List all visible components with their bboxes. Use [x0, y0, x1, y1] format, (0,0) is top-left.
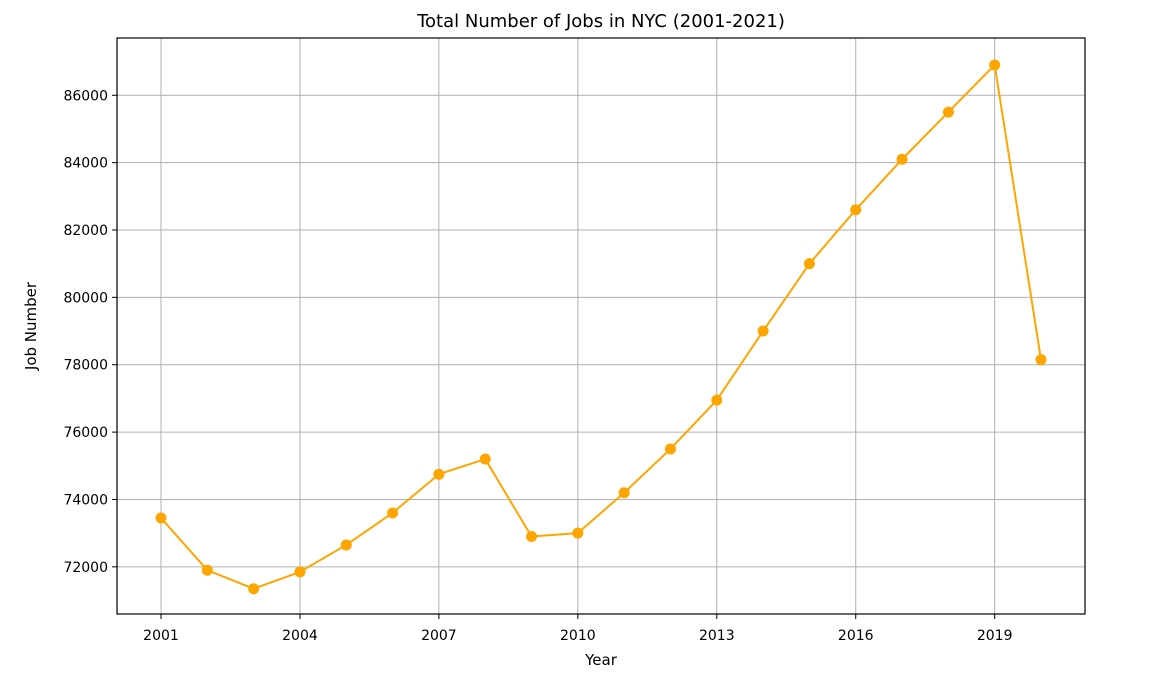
- data-point: [248, 583, 260, 595]
- data-point: [572, 527, 584, 539]
- y-axis-label: Job Number: [22, 281, 40, 371]
- x-tick-label: 2001: [143, 628, 179, 644]
- data-point: [711, 394, 723, 406]
- x-tick-label: 2019: [977, 628, 1013, 644]
- data-point: [1035, 354, 1047, 366]
- data-point: [896, 153, 908, 165]
- y-tick-label: 84000: [63, 156, 108, 172]
- data-point: [526, 531, 538, 543]
- y-tick-label: 76000: [63, 425, 108, 441]
- series-line: [160, 63, 1042, 590]
- x-tick-label: 2010: [560, 628, 596, 644]
- series-layer: [155, 59, 1047, 595]
- data-point: [340, 539, 352, 551]
- data-point: [201, 564, 213, 576]
- data-point: [155, 512, 167, 524]
- data-point: [479, 453, 491, 465]
- x-tick-label: 2013: [699, 628, 735, 644]
- chart-title: Total Number of Jobs in NYC (2001-2021): [416, 11, 785, 32]
- y-tick-label: 78000: [63, 358, 108, 374]
- y-tick-label: 72000: [63, 560, 108, 576]
- y-tick-label: 80000: [63, 290, 108, 306]
- x-axis-label: Year: [584, 651, 618, 669]
- data-point: [989, 59, 1001, 71]
- x-tick-label: 2007: [421, 628, 457, 644]
- plot-frame: [116, 37, 1086, 615]
- data-point: [850, 204, 862, 216]
- data-point: [942, 106, 954, 118]
- grid-lines: [117, 38, 1085, 614]
- axis-ticks: 2001 2004 2007 2010 2013 2016 2019 72000 74000 76…: [63, 88, 1012, 644]
- data-point: [803, 258, 815, 270]
- data-point: [618, 487, 630, 499]
- data-point: [664, 443, 676, 455]
- x-tick-label: 2004: [282, 628, 318, 644]
- data-point: [294, 566, 306, 578]
- x-tick-label: 2016: [838, 628, 874, 644]
- data-point: [433, 468, 445, 480]
- data-point: [387, 507, 399, 519]
- y-tick-label: 86000: [63, 88, 108, 104]
- y-tick-label: 74000: [63, 492, 108, 508]
- y-tick-label: 82000: [63, 223, 108, 239]
- data-point: [757, 325, 769, 337]
